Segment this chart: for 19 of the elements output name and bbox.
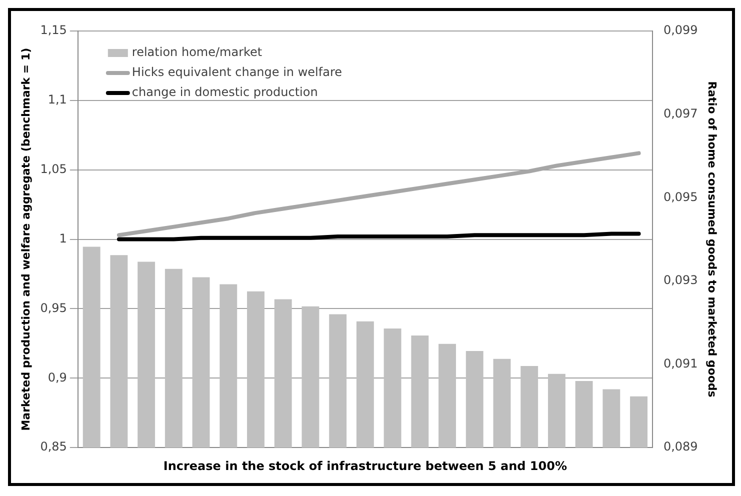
- y-tick-label: 1,05: [40, 162, 67, 176]
- y-tick-label: 0,9: [48, 370, 67, 384]
- y2-tick-label: 0,099: [663, 23, 698, 38]
- y2-tick-label: 0,097: [663, 106, 698, 120]
- y2-tick-label: 0,089: [663, 440, 698, 454]
- y-axis-title: Marketed production and welfare aggregate (benchmark = 1): [19, 48, 32, 431]
- y-tick-label: 1,1: [48, 92, 67, 107]
- y-tick-label: 0,85: [40, 440, 67, 454]
- y2-tick-label: 0,093: [663, 273, 698, 288]
- y2-axis-title: Ratio of home consumed goods to marketed goods: [706, 81, 719, 398]
- legend-label: change in domestic production: [132, 85, 318, 100]
- y-tick-label: 0,95: [40, 300, 67, 315]
- x-axis-title: Increase in the stock of infrastructure between 5 and 100%: [163, 458, 567, 473]
- legend-label: Hicks equivalent change in welfare: [132, 65, 342, 80]
- y2-tick-label: 0,095: [663, 190, 698, 204]
- y2-tick-label: 0,091: [663, 356, 698, 370]
- legend-label: relation home/market: [132, 45, 262, 60]
- y-tick-label: 1: [59, 231, 67, 246]
- y-tick-label: 1,15: [40, 23, 67, 38]
